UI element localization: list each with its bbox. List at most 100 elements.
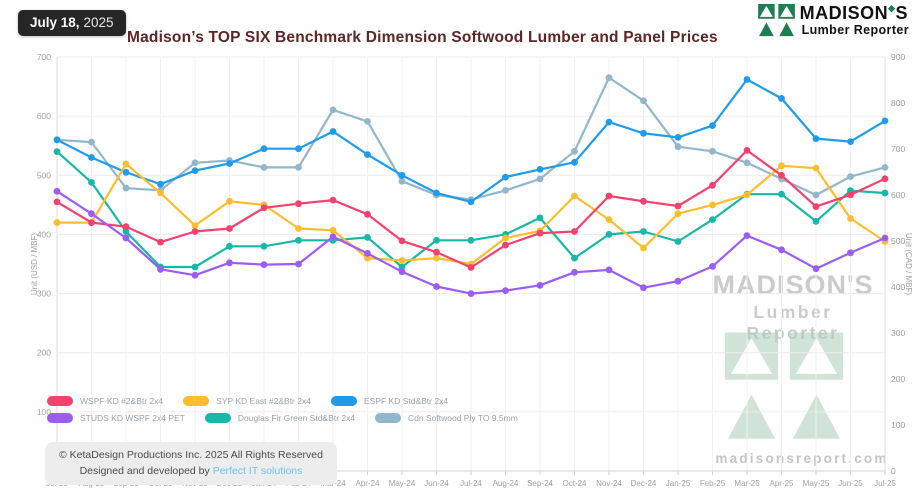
data-point[interactable] (467, 198, 475, 206)
data-point[interactable] (640, 197, 647, 205)
data-point[interactable] (53, 187, 61, 195)
data-point[interactable] (881, 189, 889, 197)
perfect-it-solutions-link[interactable]: Perfect IT solutions (212, 465, 303, 478)
data-point[interactable] (502, 287, 509, 294)
data-point[interactable] (709, 263, 716, 270)
data-point[interactable] (571, 254, 578, 262)
data-point[interactable] (329, 106, 337, 114)
data-point[interactable] (571, 192, 578, 200)
data-point[interactable] (88, 210, 95, 218)
data-point[interactable] (847, 138, 854, 146)
data-point[interactable] (53, 219, 61, 227)
data-point[interactable] (881, 234, 889, 242)
data-point[interactable] (364, 250, 371, 257)
data-point[interactable] (226, 242, 233, 250)
data-point[interactable] (674, 143, 682, 151)
data-point[interactable] (709, 147, 716, 155)
data-point[interactable] (260, 242, 268, 250)
data-point[interactable] (157, 189, 164, 197)
data-point[interactable] (433, 248, 440, 256)
data-point[interactable] (674, 134, 682, 141)
data-point[interactable] (812, 265, 820, 273)
data-point[interactable] (122, 234, 130, 242)
data-point[interactable] (605, 231, 613, 238)
data-point[interactable] (502, 173, 509, 181)
data-point[interactable] (847, 191, 854, 199)
data-point[interactable] (398, 237, 406, 245)
data-point[interactable] (226, 160, 233, 167)
legend-item[interactable]: Cdn Softwood Ply TO 9.5mm (375, 413, 518, 423)
data-point[interactable] (467, 264, 475, 271)
data-point[interactable] (640, 284, 647, 292)
data-point[interactable] (364, 254, 371, 262)
data-point[interactable] (709, 216, 716, 224)
data-point[interactable] (364, 151, 371, 159)
data-point[interactable] (191, 228, 199, 235)
data-point[interactable] (640, 244, 647, 252)
data-point[interactable] (674, 238, 682, 245)
legend-item[interactable]: STUDS KD WSPF 2x4 PET (47, 413, 185, 423)
data-point[interactable] (53, 148, 61, 156)
data-point[interactable] (571, 158, 578, 166)
data-point[interactable] (605, 266, 613, 274)
data-point[interactable] (226, 259, 233, 267)
data-point[interactable] (467, 290, 475, 297)
data-point[interactable] (157, 180, 164, 188)
data-point[interactable] (295, 164, 302, 171)
data-point[interactable] (88, 154, 95, 161)
data-point[interactable] (157, 265, 164, 273)
data-point[interactable] (364, 118, 371, 125)
data-point[interactable] (709, 201, 716, 209)
data-point[interactable] (847, 249, 854, 257)
data-point[interactable] (191, 263, 199, 271)
data-point[interactable] (881, 117, 889, 125)
data-point[interactable] (191, 271, 199, 279)
data-point[interactable] (329, 196, 337, 204)
data-point[interactable] (364, 234, 371, 241)
data-point[interactable] (467, 236, 475, 244)
data-point[interactable] (433, 236, 440, 244)
data-point[interactable] (398, 257, 406, 264)
data-point[interactable] (640, 129, 647, 137)
data-point[interactable] (571, 147, 578, 155)
data-point[interactable] (743, 147, 751, 154)
data-point[interactable] (53, 136, 61, 144)
data-point[interactable] (605, 118, 613, 126)
data-point[interactable] (847, 173, 854, 181)
data-point[interactable] (398, 177, 406, 185)
data-point[interactable] (709, 122, 716, 129)
data-point[interactable] (881, 164, 889, 171)
data-point[interactable] (571, 268, 578, 276)
data-point[interactable] (433, 283, 440, 290)
data-point[interactable] (778, 162, 785, 170)
data-point[interactable] (122, 168, 130, 176)
data-point[interactable] (329, 233, 337, 241)
data-point[interactable] (364, 210, 371, 218)
data-point[interactable] (778, 95, 785, 102)
data-point[interactable] (226, 225, 233, 232)
data-point[interactable] (398, 263, 406, 271)
legend-item[interactable]: Douglas Fir Green Std&Btr 2x4 (204, 413, 355, 423)
data-point[interactable] (674, 277, 682, 285)
data-point[interactable] (571, 228, 578, 235)
data-point[interactable] (812, 135, 820, 143)
data-point[interactable] (812, 218, 820, 225)
data-point[interactable] (295, 236, 302, 244)
data-point[interactable] (295, 200, 302, 208)
data-point[interactable] (295, 145, 302, 153)
data-point[interactable] (743, 76, 751, 83)
data-point[interactable] (778, 171, 785, 179)
data-point[interactable] (295, 260, 302, 268)
legend-item[interactable]: SYP KD East #2&Btr 2x4 (183, 396, 311, 406)
data-point[interactable] (329, 226, 337, 234)
data-point[interactable] (433, 254, 440, 262)
data-point[interactable] (743, 159, 751, 167)
data-point[interactable] (53, 198, 61, 206)
data-point[interactable] (88, 138, 95, 146)
data-point[interactable] (778, 246, 785, 254)
data-point[interactable] (778, 190, 785, 198)
data-point[interactable] (674, 210, 682, 218)
data-point[interactable] (674, 202, 682, 210)
data-point[interactable] (157, 238, 164, 246)
data-point[interactable] (640, 228, 647, 235)
